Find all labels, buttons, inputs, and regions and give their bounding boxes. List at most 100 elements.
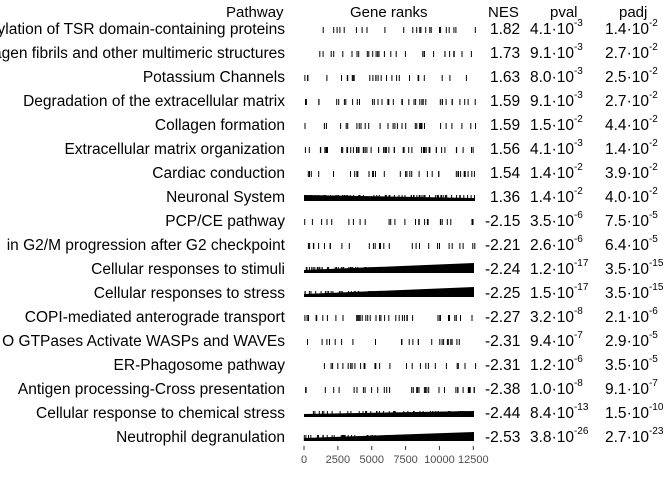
gene-rank-row: [304, 219, 474, 225]
nes-value: 1.59: [490, 93, 521, 110]
nes-value: -2.38: [485, 381, 521, 398]
nes-value: -2.21: [485, 237, 521, 254]
pval-value-times: ·10: [551, 357, 574, 374]
pval-value: 8.0·10-3: [530, 66, 583, 87]
pval-value-exponent: -6: [573, 209, 583, 221]
nes-value: 1.82: [490, 21, 521, 38]
pval-value: 4.1·10-3: [530, 138, 583, 159]
header-pval: pval: [550, 4, 578, 21]
pval-value-exponent: -2: [573, 161, 583, 173]
pval-value-exponent: -6: [573, 353, 583, 365]
pval-value: 4.1·10-3: [530, 18, 583, 39]
pval-value-mantissa: 3.5: [530, 213, 552, 230]
padj-value-times: ·10: [626, 405, 649, 422]
padj-value-mantissa: 3.9: [605, 165, 627, 182]
padj-value-mantissa: 1.4: [605, 21, 627, 38]
x-tick-label: 10000: [424, 454, 455, 466]
padj-value-times: ·10: [626, 285, 649, 302]
padj-value: 2.5·10-2: [605, 66, 658, 87]
running-score-bar: [304, 263, 474, 273]
padj-value-times: ·10: [626, 429, 649, 446]
padj-value-times: ·10: [626, 357, 649, 374]
gene-rank-row: [307, 339, 460, 345]
padj-value-times: ·10: [626, 45, 649, 62]
pval-value-mantissa: 8.0: [530, 69, 552, 86]
pval-value-exponent: -2: [573, 113, 583, 125]
padj-value-times: ·10: [626, 141, 649, 158]
padj-value: 2.9·10-5: [605, 330, 658, 351]
pval-value-exponent: -8: [573, 305, 583, 317]
pathway-label: agen fibrils and other multimeric struct…: [0, 45, 285, 62]
padj-value-exponent: -2: [648, 137, 658, 149]
pathway-label: Degradation of the extracellular matrix: [23, 93, 285, 110]
padj-value: 3.5·10-5: [605, 354, 658, 375]
pval-value-mantissa: 9.1: [530, 45, 552, 62]
pathway-label: COPI-mediated anterograde transport: [24, 309, 285, 326]
padj-value: 1.4·10-2: [605, 137, 658, 159]
pval-value-times: ·10: [551, 405, 574, 422]
padj-value-exponent: -5: [648, 233, 658, 245]
padj-value-exponent: -2: [648, 41, 658, 53]
padj-value-exponent: -2: [648, 161, 658, 173]
nes-value: 1.36: [490, 189, 521, 206]
x-tick-label: 5000: [359, 454, 383, 466]
padj-value-mantissa: 4.0: [605, 189, 627, 206]
pval-value-exponent: -8: [573, 377, 583, 389]
pathway-label: ylation of TSR domain-containing protein…: [0, 21, 285, 38]
pval-value: 9.4·10-7: [530, 330, 583, 351]
header-padj: padj: [619, 4, 648, 21]
gene-rank-row: [319, 51, 472, 57]
pval-value-times: ·10: [551, 189, 574, 206]
gene-rank-row: [304, 263, 474, 273]
pval-value-exponent: -17: [573, 257, 589, 269]
nes-value: -2.15: [485, 213, 521, 230]
padj-value-times: ·10: [626, 69, 649, 86]
x-tick-label: 0: [301, 454, 307, 466]
pval-value-times: ·10: [551, 21, 574, 38]
pval-value-times: ·10: [551, 213, 574, 230]
pval-value-mantissa: 8.4: [530, 405, 552, 422]
pval-value-times: ·10: [551, 45, 574, 62]
pval-value: 1.5·10-2: [530, 113, 583, 135]
gene-rank-row: [307, 171, 475, 177]
pval-value-exponent: -26: [573, 425, 589, 437]
padj-value-mantissa: 2.5: [605, 69, 627, 86]
padj-value-mantissa: 7.5: [605, 213, 627, 230]
x-tick-label: 2500: [326, 454, 350, 466]
padj-value-times: ·10: [626, 261, 649, 278]
pathway-label: Antigen processing-Cross presentation: [17, 381, 285, 398]
padj-value: 2.7·10-23: [605, 426, 663, 447]
padj-value-exponent: -10: [648, 401, 664, 413]
gene-rank-row: [304, 195, 475, 201]
nes-value: -2.25: [485, 285, 521, 302]
pval-value-mantissa: 9.1: [530, 93, 552, 110]
pval-value-mantissa: 1.2: [530, 357, 552, 374]
padj-value-mantissa: 2.1: [605, 309, 627, 326]
pathway-label: Cellular response to chemical stress: [36, 405, 285, 422]
padj-value: 4.0·10-2: [605, 185, 658, 207]
padj-value-exponent: -2: [648, 185, 658, 197]
nes-value: -2.44: [485, 405, 521, 422]
padj-value-mantissa: 1.4: [605, 141, 627, 158]
padj-value-times: ·10: [626, 117, 649, 134]
pval-value-mantissa: 3.2: [530, 309, 552, 326]
padj-value: 3.5·10-15: [605, 258, 663, 279]
pathway-label: Cellular responses to stimuli: [91, 261, 285, 278]
x-tick-label: 12500: [458, 454, 489, 466]
pval-value-mantissa: 4.1: [530, 141, 552, 158]
padj-value: 6.4·10-5: [605, 233, 658, 255]
padj-value: 2.7·10-2: [605, 90, 658, 111]
padj-value-mantissa: 2.7: [605, 93, 627, 110]
gene-rank-row: [303, 432, 474, 441]
padj-value-times: ·10: [626, 93, 649, 110]
pval-value-exponent: -13: [573, 401, 589, 413]
gene-rank-row: [304, 315, 473, 321]
pval-value: 1.5·10-17: [530, 282, 588, 303]
pval-value-times: ·10: [551, 285, 574, 302]
padj-value-mantissa: 4.4: [605, 117, 627, 134]
nes-value: -2.27: [485, 309, 521, 326]
gene-rank-row: [304, 287, 474, 297]
pval-value-times: ·10: [551, 333, 574, 350]
padj-value-times: ·10: [626, 21, 649, 38]
padj-value-exponent: -5: [648, 209, 658, 221]
